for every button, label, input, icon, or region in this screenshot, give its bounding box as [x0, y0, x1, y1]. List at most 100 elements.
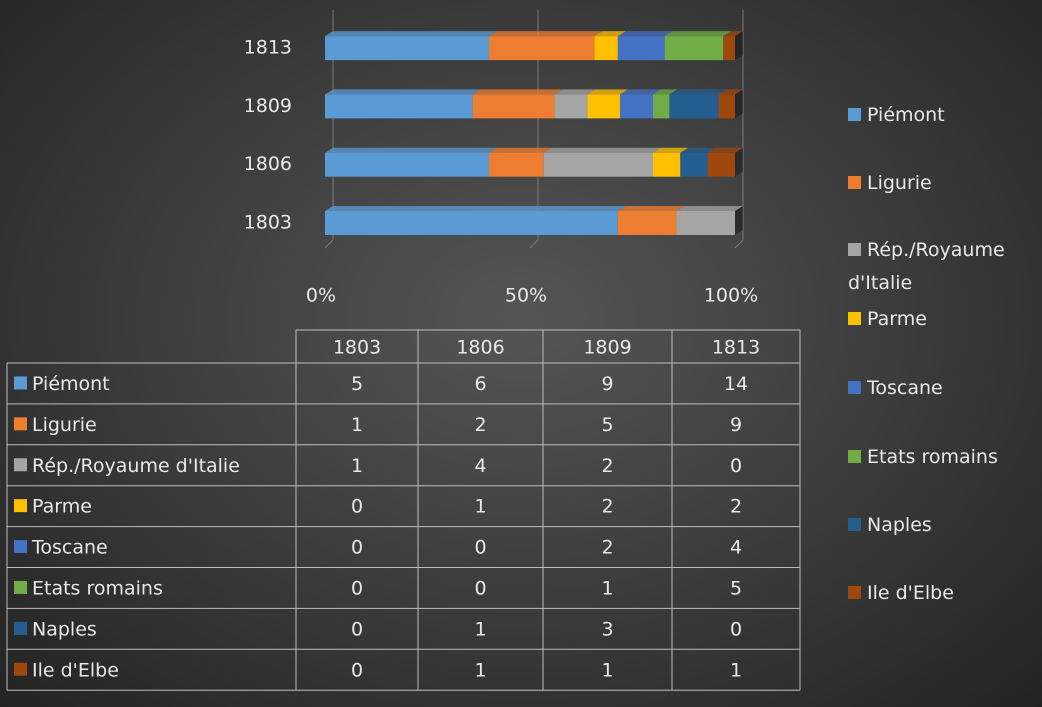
legend-key [848, 518, 861, 531]
bar [587, 94, 621, 119]
bar-depth [325, 31, 497, 37]
legend-key [848, 450, 861, 463]
legend-label: Parme [867, 308, 927, 330]
table-value: 2 [730, 496, 742, 518]
table-value: 5 [601, 414, 613, 436]
legend-item: Parme [848, 303, 1040, 336]
table-row-label: Etats romains [32, 577, 163, 599]
bar-depth [680, 147, 716, 153]
bar [669, 94, 719, 119]
y-tick-label: 1803 [244, 212, 292, 234]
bar-depth [617, 31, 673, 37]
y-tick-label: 1809 [244, 95, 292, 117]
legend-label: Naples [867, 514, 932, 536]
legend-key [848, 381, 861, 394]
table-key [14, 621, 27, 635]
table-row-label: Toscane [31, 537, 108, 559]
table-value: 1 [601, 577, 613, 599]
x-tick-label: 50% [505, 285, 547, 307]
bar-depth [543, 147, 661, 153]
legend-label: Toscane [867, 377, 943, 399]
table-key [14, 540, 27, 554]
table-value: 0 [351, 537, 363, 559]
bar [707, 152, 735, 177]
bar-side [735, 31, 743, 61]
bar-depth [620, 89, 661, 95]
legend-item: Rép./Royaume d'Italie [848, 234, 1040, 300]
table-value: 1 [730, 659, 742, 681]
y-tick-label: 1806 [244, 153, 292, 175]
legend-item: Ile d'Elbe [848, 577, 1040, 610]
bar [617, 211, 677, 235]
legend-label: Ligurie [867, 172, 932, 194]
bar [718, 94, 735, 119]
table-value: 5 [351, 373, 363, 395]
legend-key [848, 108, 861, 121]
bar-depth [718, 89, 743, 95]
bar-depth [587, 89, 629, 95]
bar-depth [594, 31, 626, 37]
legend-item: Etats romains [848, 441, 1040, 474]
bar-side [735, 206, 743, 235]
table-value: 0 [351, 618, 363, 640]
table-value: 2 [474, 414, 486, 436]
table-value: 2 [601, 455, 613, 477]
table-key [14, 580, 27, 594]
table-key [14, 376, 27, 390]
table-row-label: Naples [32, 618, 97, 640]
table-value: 0 [474, 537, 486, 559]
bar-depth [325, 147, 497, 153]
table-row-label: Rép./Royaume d'Italie [32, 455, 240, 477]
bar-depth [554, 89, 596, 95]
legend-item: Piémont [848, 99, 1040, 132]
table-key [14, 458, 27, 472]
table-key [14, 417, 27, 431]
bar-depth [653, 89, 678, 95]
table-value: 0 [351, 577, 363, 599]
bar-depth [489, 31, 603, 37]
table-value: 2 [601, 496, 613, 518]
table-value: 1 [474, 496, 486, 518]
bar-depth [617, 206, 685, 211]
bar-depth [707, 147, 743, 153]
legend-item: Naples [848, 509, 1040, 542]
bar-depth [325, 206, 626, 211]
bar-side [735, 147, 743, 177]
bar-depth [653, 147, 689, 153]
table-value: 4 [474, 455, 486, 477]
bar-depth [723, 31, 743, 37]
table-row-label: Ligurie [32, 414, 97, 436]
legend-label: Etats romains [867, 446, 998, 468]
table-value: 4 [730, 537, 742, 559]
table-value: 1 [474, 618, 486, 640]
table-value: 0 [730, 455, 742, 477]
grid-floor [529, 239, 539, 249]
bar [325, 152, 489, 177]
table-key [14, 662, 27, 676]
bar-depth [676, 206, 743, 211]
table-key [14, 499, 27, 513]
bar [653, 152, 681, 177]
table-value: 3 [601, 618, 613, 640]
table-value: 1 [351, 414, 363, 436]
table-row-label: Ile d'Elbe [32, 659, 119, 681]
bar [680, 152, 708, 177]
bar-depth [472, 89, 563, 95]
table-value: 0 [474, 577, 486, 599]
table-header: 1803 [333, 337, 381, 359]
table-value: 2 [601, 537, 613, 559]
bar [325, 94, 473, 119]
x-tick-label: 100% [704, 285, 758, 307]
legend-label: Piémont [867, 104, 945, 126]
table-value: 9 [730, 414, 742, 436]
bar [723, 36, 735, 61]
legend-key [848, 312, 861, 325]
table-header: 1809 [583, 337, 631, 359]
table-header: 1813 [712, 337, 760, 359]
table-value: 1 [351, 455, 363, 477]
table-value: 0 [351, 659, 363, 681]
bar [664, 36, 724, 61]
bar [543, 152, 653, 177]
